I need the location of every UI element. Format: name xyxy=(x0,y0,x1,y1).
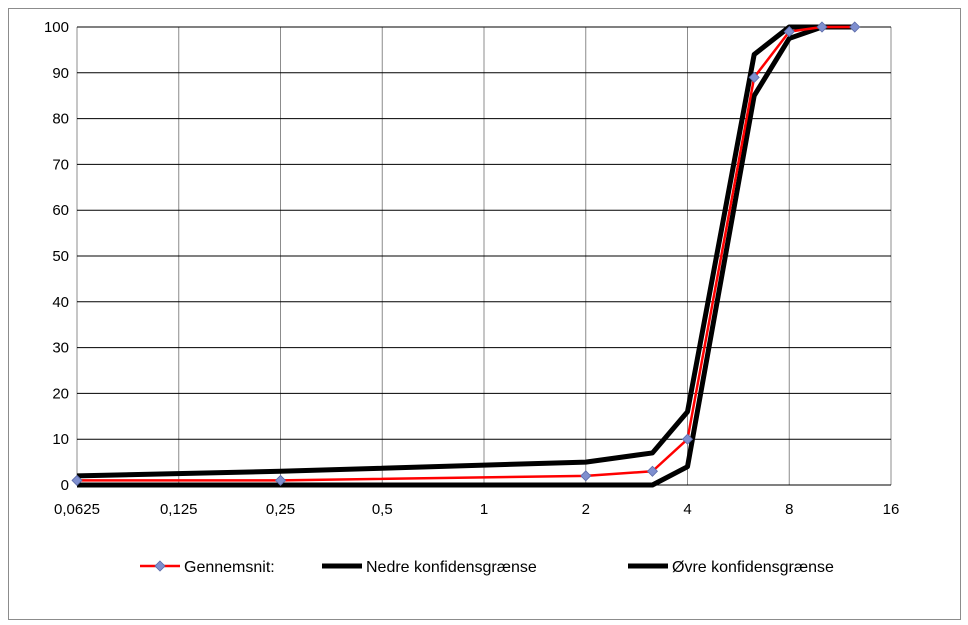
data-point-marker xyxy=(646,465,658,477)
data-point-marker xyxy=(71,474,83,486)
data-point-marker xyxy=(849,21,861,33)
data-point-marker xyxy=(783,26,795,38)
data-point-marker xyxy=(816,21,828,33)
x-tick-label: 2 xyxy=(582,501,590,518)
x-tick-label: 1 xyxy=(480,501,488,518)
series-markers xyxy=(71,21,861,486)
data-point-marker xyxy=(748,71,760,83)
y-tick-label: 70 xyxy=(52,156,69,173)
data-point-marker xyxy=(681,433,694,445)
legend-marker xyxy=(154,560,166,572)
x-tick-label: 0,25 xyxy=(266,501,295,518)
x-tick-label: 0,125 xyxy=(160,501,198,518)
x-tick-label: 4 xyxy=(683,501,691,518)
series-line-2 xyxy=(76,24,855,479)
data-point-marker xyxy=(580,470,592,482)
y-tick-label: 100 xyxy=(44,19,69,36)
x-tick-label: 0,0625 xyxy=(54,501,100,518)
legend-item: Gennemsnit: xyxy=(140,559,275,576)
data-point-marker xyxy=(274,474,287,486)
series-line-0 xyxy=(77,25,855,482)
y-tick-label: 0 xyxy=(61,477,69,494)
series-line-1 xyxy=(77,24,855,488)
x-tick-label: 0,5 xyxy=(372,501,393,518)
legend-label: Gennemsnit: xyxy=(184,559,275,576)
legend: Gennemsnit: Nedre konfidensgrænse Øvre kon… xyxy=(140,559,834,576)
x-axis-tick-labels: 0,0625 0,125 0,25 0,5 1 2 4 8 16 xyxy=(54,501,899,518)
y-tick-label: 30 xyxy=(52,340,69,357)
y-tick-label: 10 xyxy=(52,431,69,448)
x-tick-label: 8 xyxy=(785,501,793,518)
y-tick-label: 20 xyxy=(52,385,69,402)
legend-item: Nedre konfidensgrænse xyxy=(322,559,537,576)
legend-item: Øvre konfidensgrænse xyxy=(628,559,834,576)
y-tick-label: 90 xyxy=(52,65,69,82)
y-tick-label: 50 xyxy=(52,248,69,265)
legend-label: Nedre konfidensgrænse xyxy=(366,559,537,576)
y-tick-label: 60 xyxy=(52,202,69,219)
x-tick-label: 16 xyxy=(883,501,900,518)
y-tick-label: 40 xyxy=(52,294,69,311)
legend-label: Øvre konfidensgrænse xyxy=(672,559,834,576)
y-tick-label: 80 xyxy=(52,111,69,128)
y-axis-tick-labels: 0 10 20 30 40 50 60 70 80 90 100 xyxy=(44,19,69,494)
